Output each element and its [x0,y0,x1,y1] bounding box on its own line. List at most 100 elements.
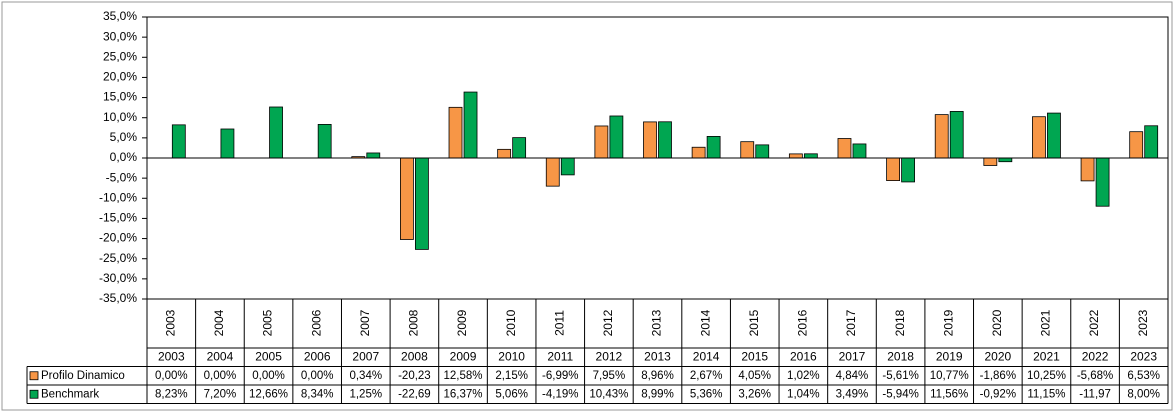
table-cell: -0,92% [980,388,1016,400]
table-header: 2023 [1130,349,1157,363]
y-tick-label: -10,0% [99,190,137,204]
table-header: 2019 [936,349,963,363]
bar [934,114,949,159]
y-tick-label: 30,0% [103,29,137,43]
table-header: 2008 [401,349,428,363]
table-header: 2021 [1033,349,1060,363]
table-cell: -4,19% [542,388,578,400]
table-cell: 10,43% [589,388,628,400]
x-tick-label: 2006 [309,309,323,336]
bar [1144,125,1159,159]
x-tick-label: 2003 [163,309,177,336]
x-tick-label: 2011 [552,310,566,336]
table-cell: 8,96% [641,370,674,382]
table-cell: 3,49% [836,388,869,400]
bar [317,124,332,159]
x-tick-label: 2013 [650,309,664,336]
table-header: 2013 [644,349,671,363]
x-tick-label: 2015 [747,309,761,336]
table-header: 2015 [741,349,768,363]
table-header: 2014 [693,349,720,363]
bar [691,146,706,159]
table-cell: -20,23 [398,370,431,382]
table-header: 2016 [790,349,817,363]
x-tick-label: 2023 [1136,309,1150,336]
table-cell: 5,06% [495,388,528,400]
table-cell: 2,15% [495,370,528,382]
bar [949,111,964,159]
y-tick-label: -25,0% [99,251,137,265]
bar [886,157,900,182]
table-cell: 11,56% [930,388,968,400]
bar [755,144,770,159]
table-header: 2018 [887,349,914,363]
x-tick-label: 2018 [893,309,907,336]
table-cell: -6,99% [542,370,578,382]
legend-swatch [29,389,39,399]
table-cell: 8,99% [641,388,674,400]
bar [415,157,429,250]
bar [706,136,721,159]
table-cell: -11,97 [1079,388,1111,400]
y-tick-label: -5,0% [106,170,138,184]
y-tick-label: 15,0% [103,90,137,104]
table-cell: -22,69 [398,388,431,400]
table-cell: 0,34% [349,370,382,382]
y-tick-label: 0,0% [110,150,138,164]
table-cell: 4,84% [836,370,869,382]
bar [545,157,560,187]
y-tick-label: -20,0% [99,231,137,245]
bar [740,141,755,159]
bar [609,115,624,159]
bar [171,124,186,159]
table-cell: 7,20% [204,388,237,400]
bar [400,157,414,240]
table-cell: 0,00% [204,370,237,382]
bar [512,137,527,159]
bar [220,128,235,159]
bar [901,157,915,183]
y-tick-label: -30,0% [99,271,137,285]
x-tick-label: 2008 [407,309,421,336]
table-header: 2007 [352,349,379,363]
bar [837,138,852,159]
bar [658,121,672,159]
x-tick-label: 2010 [504,309,518,336]
legend-swatch [29,371,39,381]
table-cell: -5,68% [1077,370,1113,382]
bar [448,106,463,159]
bar [269,106,283,159]
table-cell: 7,95% [593,370,626,382]
table-cell: 1,25% [349,388,382,400]
table-cell: 6,53% [1127,370,1160,382]
x-tick-label: 2012 [601,309,615,336]
y-tick-label: 25,0% [103,49,137,63]
table-cell: 1,04% [787,388,820,400]
bar [788,153,803,159]
legend-label: Profilo Dinamico [41,370,125,382]
table-cell: 0,00% [252,370,285,382]
table-cell: 0,00% [301,370,334,382]
bar [1095,157,1110,207]
table-header: 2012 [596,349,623,363]
y-tick-label: -15,0% [99,211,137,225]
y-tick-label: -35,0% [99,291,137,305]
y-tick-label: 5,0% [110,130,138,144]
x-tick-label: 2021 [1039,309,1053,336]
bar [852,143,867,159]
bar [497,148,512,159]
table-header: 2009 [450,349,477,363]
x-tick-label: 2019 [941,309,955,336]
bar [594,125,609,159]
table-cell: -5,94% [882,388,918,400]
x-tick-label: 2007 [358,309,372,336]
table-cell: 3,26% [738,388,771,400]
table-cell: 8,23% [155,388,188,400]
table-cell: 0,00% [155,370,188,382]
bar [560,157,575,176]
x-tick-label: 2022 [1087,309,1101,336]
bar [366,152,381,159]
table-cell: 8,34% [301,388,334,400]
table-header: 2006 [304,349,331,363]
